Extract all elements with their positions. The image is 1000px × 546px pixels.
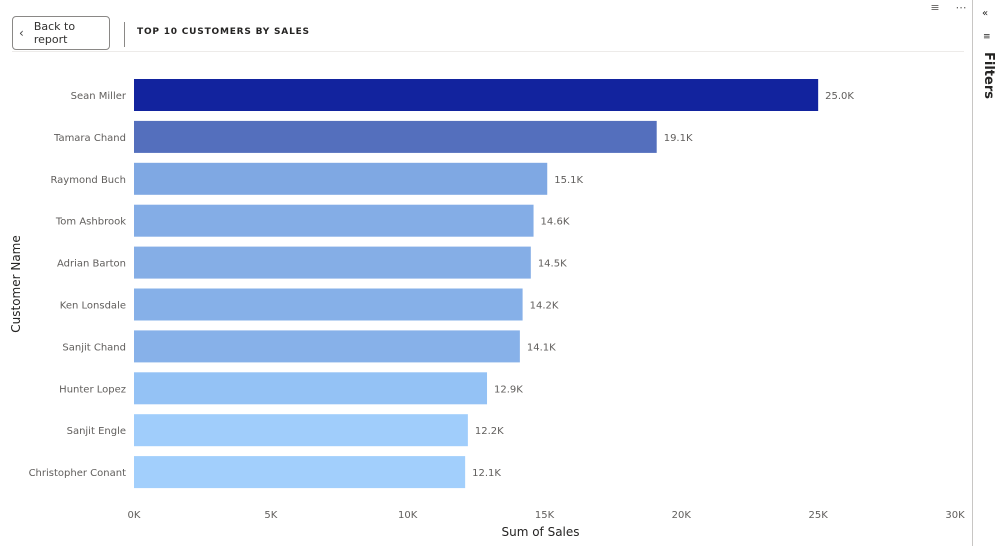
category-label: Tamara Chand (53, 133, 126, 144)
x-tick-label: 10K (398, 510, 418, 521)
category-label: Hunter Lopez (59, 384, 126, 395)
category-label: Christopher Conant (29, 468, 126, 479)
report-canvas: ≡ ⋯ ‹ Back to report TOP 10 CUSTOMERS BY… (0, 1, 972, 546)
filters-label: Filters (981, 52, 996, 99)
data-label: 14.6K (541, 217, 570, 228)
filter-icon: ≡ (983, 32, 991, 42)
back-to-report-button[interactable]: ‹ Back to report (12, 16, 110, 50)
header-divider (124, 22, 125, 47)
bar-8[interactable] (134, 414, 468, 447)
category-label: Ken Lonsdale (60, 301, 126, 312)
data-label: 19.1K (664, 133, 693, 144)
bar-5[interactable] (134, 288, 523, 321)
category-label: Sanjit Engle (67, 426, 126, 437)
x-tick-label: 0K (128, 510, 141, 521)
data-label: 15.1K (554, 175, 583, 186)
x-tick-label: 30K (945, 510, 965, 521)
filter-icon[interactable]: ≡ (930, 1, 940, 14)
data-label: 14.5K (538, 259, 567, 270)
bar-6[interactable] (134, 330, 520, 363)
page-title: TOP 10 CUSTOMERS BY SALES (137, 27, 310, 37)
more-options-icon[interactable]: ⋯ (955, 1, 967, 14)
double-chevron-left-icon[interactable]: « (982, 8, 989, 19)
category-label: Raymond Buch (50, 175, 126, 186)
data-label: 12.9K (494, 384, 523, 395)
bar-chart: Sean Miller 25.0K Tamara Chand 19.1K Raymond… (0, 52, 972, 546)
data-label: 14.2K (530, 301, 559, 312)
x-tick-label: 5K (264, 510, 277, 521)
x-axis-title: Sum of Sales (501, 525, 579, 539)
bar-chart-svg: Sean Miller 25.0K Tamara Chand 19.1K Raymond… (9, 79, 965, 539)
data-label: 12.2K (475, 426, 504, 437)
x-tick-label: 20K (672, 510, 692, 521)
data-label: 14.1K (527, 342, 556, 353)
bar-1[interactable] (134, 120, 657, 153)
bar-3[interactable] (134, 204, 534, 237)
category-label: Adrian Barton (57, 259, 126, 270)
category-label: Sean Miller (71, 91, 127, 102)
bar-7[interactable] (134, 372, 488, 405)
x-tick-label: 15K (535, 510, 555, 521)
category-label: Tom Ashbrook (55, 217, 126, 228)
data-label: 12.1K (472, 468, 501, 479)
bar-0[interactable] (134, 79, 819, 111)
filters-pane[interactable]: « ≡ Filters (972, 0, 1000, 546)
bar-4[interactable] (134, 246, 531, 279)
back-button-label: Back to report (33, 20, 76, 46)
x-tick-label: 25K (809, 510, 829, 521)
y-axis-title: Customer Name (9, 235, 23, 333)
chevron-left-icon: ‹ (19, 26, 24, 40)
bar-9[interactable] (134, 456, 466, 489)
header-underline (12, 51, 964, 52)
data-label: 25.0K (825, 91, 854, 102)
category-label: Sanjit Chand (62, 342, 126, 353)
visual-header-icons: ≡ ⋯ (928, 2, 968, 14)
bar-2[interactable] (134, 162, 548, 195)
